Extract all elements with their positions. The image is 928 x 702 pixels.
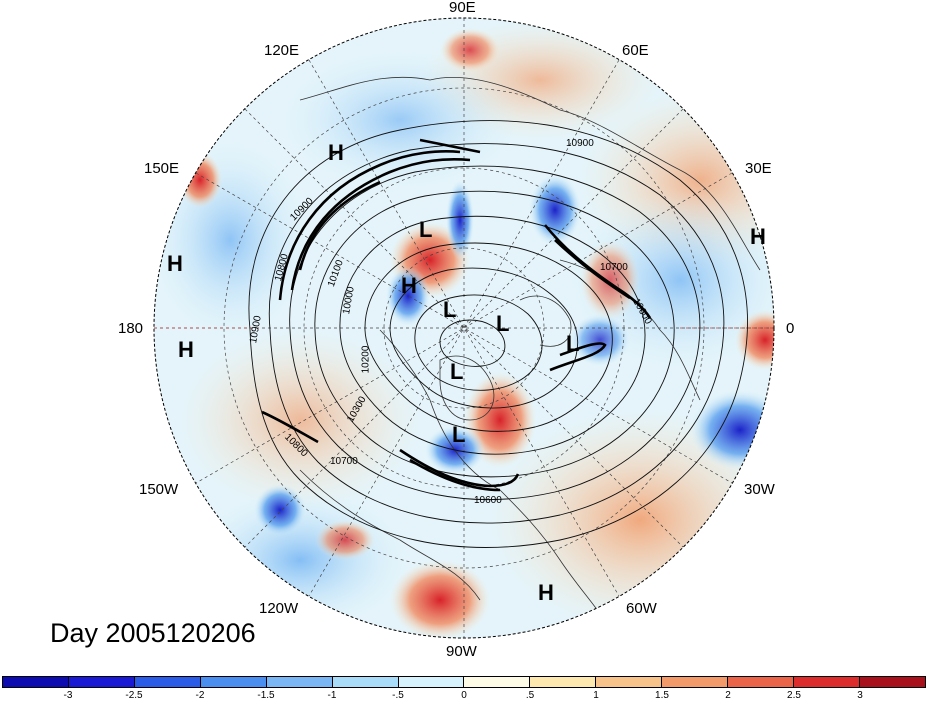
lon-label-90w: 90W bbox=[446, 643, 477, 660]
colorbar-swatch bbox=[266, 677, 333, 687]
lon-label-30w: 30W bbox=[744, 481, 775, 498]
colorbar-tick-label: -2.5 bbox=[125, 690, 143, 701]
colorbar-swatch bbox=[3, 677, 69, 687]
anomaly-field bbox=[154, 18, 774, 638]
contour-label: 10900 bbox=[566, 138, 594, 149]
pressure-low-marker: L bbox=[450, 359, 464, 384]
colorbar-swatch bbox=[464, 677, 531, 687]
colorbar-tick-label: 2.5 bbox=[787, 690, 801, 701]
colorbar-swatch bbox=[68, 677, 135, 687]
pressure-high-marker: H bbox=[167, 251, 183, 276]
colorbar-tick-label: -2 bbox=[195, 690, 205, 701]
lon-label-180: 180 bbox=[118, 320, 144, 337]
pressure-high-marker: H bbox=[538, 580, 554, 605]
colorbar-swatch bbox=[596, 677, 663, 687]
colorbar-tick-label: 1 bbox=[593, 690, 599, 701]
contour-label: 10700 bbox=[330, 456, 358, 467]
lon-label-150w: 150W bbox=[139, 481, 179, 498]
colorbar-swatch bbox=[530, 677, 597, 687]
colorbar-tick-label: -1 bbox=[327, 690, 337, 701]
colorbar-swatch bbox=[332, 677, 399, 687]
colorbar-tick-label: .5 bbox=[525, 690, 535, 701]
colorbar-swatch bbox=[662, 677, 729, 687]
contour-label: 10600 bbox=[474, 495, 502, 506]
pressure-low-marker: L bbox=[452, 422, 466, 447]
contour-label: 10700 bbox=[600, 262, 628, 273]
colorbar-tick-label: 2 bbox=[725, 690, 731, 701]
colorbar-swatch bbox=[728, 677, 795, 687]
lon-label-60e: 60E bbox=[622, 42, 649, 59]
contour-label: 10200 bbox=[360, 345, 372, 374]
lon-label-90e: 90E bbox=[449, 0, 476, 16]
colorbar bbox=[2, 676, 926, 688]
pressure-low-marker: L bbox=[566, 331, 580, 356]
day-label: Day 2005120206 bbox=[50, 618, 256, 648]
lon-label-120e: 120E bbox=[264, 42, 300, 59]
lon-label-120w: 120W bbox=[259, 600, 299, 617]
colorbar-swatch bbox=[134, 677, 201, 687]
colorbar-swatch bbox=[794, 677, 860, 687]
colorbar-swatch bbox=[398, 677, 465, 687]
colorbar-tick-label: 1.5 bbox=[655, 690, 669, 701]
lon-label-0: 0 bbox=[786, 320, 795, 337]
colorbar-swatch bbox=[200, 677, 267, 687]
pressure-high-marker: H bbox=[178, 337, 194, 362]
colorbar-swatch bbox=[859, 677, 925, 687]
pressure-low-marker: L bbox=[496, 311, 510, 336]
pressure-high-marker: H bbox=[401, 273, 417, 298]
colorbar-tick-label: -3 bbox=[63, 690, 73, 701]
colorbar-tick-label: 0 bbox=[461, 690, 467, 701]
pressure-low-marker: L bbox=[443, 297, 457, 322]
pressure-high-marker: H bbox=[328, 140, 344, 165]
colorbar-tick-label: -1.5 bbox=[257, 690, 275, 701]
colorbar-tick-label: 3 bbox=[857, 690, 863, 701]
lon-label-30e: 30E bbox=[745, 160, 772, 177]
map-boundary bbox=[153, 17, 775, 639]
pressure-high-marker: H bbox=[750, 224, 766, 249]
pressure-low-marker: L bbox=[419, 217, 433, 242]
lon-label-150e: 150E bbox=[144, 160, 180, 177]
lon-label-60w: 60W bbox=[626, 600, 657, 617]
colorbar-tick-label: -.5 bbox=[392, 690, 404, 701]
